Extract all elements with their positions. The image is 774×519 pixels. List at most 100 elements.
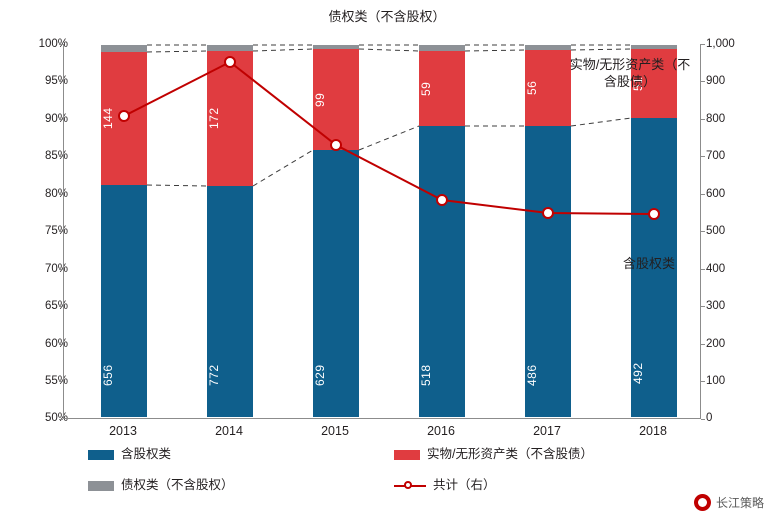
axis-tick bbox=[59, 269, 63, 270]
y-axis-left-tick: 85% bbox=[44, 150, 68, 162]
legend-item-red: 实物/无形资产类（不含股债） bbox=[394, 443, 593, 462]
y-axis-left-tick: 50% bbox=[44, 412, 68, 424]
y-axis-right-tick: 100 bbox=[706, 375, 726, 387]
axis-tick bbox=[701, 44, 705, 45]
x-axis-label: 2014 bbox=[215, 424, 243, 438]
connector-line bbox=[358, 125, 420, 151]
axis-tick bbox=[59, 381, 63, 382]
bar-segment-gray bbox=[419, 45, 465, 51]
axis-tick bbox=[701, 381, 705, 382]
axis-tick bbox=[59, 231, 63, 232]
bar-segment-blue: 518 bbox=[419, 126, 465, 417]
bar-segment-red: 59 bbox=[419, 51, 465, 126]
connector-line bbox=[570, 48, 632, 51]
axis-tick bbox=[701, 119, 705, 120]
y-axis-right-tick: 200 bbox=[706, 338, 726, 350]
legend-line-marker-icon bbox=[394, 480, 426, 491]
axis-tick bbox=[59, 194, 63, 195]
bar-segment-blue: 486 bbox=[525, 126, 571, 417]
y-axis-left-tick: 55% bbox=[44, 375, 68, 387]
axis-tick bbox=[701, 156, 705, 157]
axis-tick bbox=[701, 231, 705, 232]
connector-line bbox=[464, 49, 526, 52]
bar-segment-gray bbox=[631, 45, 677, 49]
legend-label: 实物/无形资产类（不含股债） bbox=[427, 447, 593, 461]
x-axis-label: 2018 bbox=[639, 424, 667, 438]
y-axis-right-tick: 0 bbox=[706, 412, 713, 424]
y-axis-left-tick: 90% bbox=[44, 113, 68, 125]
line-marker bbox=[330, 139, 342, 151]
axis-tick bbox=[59, 156, 63, 157]
y-axis-right-tick: 1,000 bbox=[706, 38, 735, 50]
line-marker bbox=[224, 56, 236, 68]
axis-tick bbox=[59, 44, 63, 45]
plot-inner: 144 656 172 772 99 629 bbox=[64, 44, 700, 418]
bar-segment-gray bbox=[101, 45, 147, 52]
connector-line bbox=[252, 149, 314, 187]
x-axis-label: 2016 bbox=[427, 424, 455, 438]
axis-tick bbox=[59, 344, 63, 345]
chart-legend: 含股权类 实物/无形资产类（不含股债） 债权类（不含股权） 共计（右） bbox=[88, 443, 648, 503]
y-axis-left-tick: 80% bbox=[44, 188, 68, 200]
y-axis-left-tick: 65% bbox=[44, 300, 68, 312]
line-marker bbox=[436, 194, 448, 206]
axis-tick bbox=[701, 81, 705, 82]
y-axis-left-tick: 70% bbox=[44, 263, 68, 275]
total-line-markers bbox=[118, 56, 660, 220]
axis-tick bbox=[59, 119, 63, 120]
watermark-text: 长江策略 bbox=[715, 496, 764, 510]
legend-label: 债权类（不含股权） bbox=[121, 478, 234, 492]
bar-segment-gray bbox=[525, 45, 571, 50]
legend-label: 共计（右） bbox=[433, 478, 496, 492]
y-axis-left-tick: 100% bbox=[38, 38, 68, 50]
legend-item-total-line: 共计（右） bbox=[394, 474, 496, 493]
y-axis-right-tick: 900 bbox=[706, 75, 726, 87]
y-axis-left-tick: 95% bbox=[44, 75, 68, 87]
y-axis-right-tick: 300 bbox=[706, 300, 726, 312]
legend-item-gray: 债权类（不含股权） bbox=[88, 474, 234, 493]
line-marker bbox=[542, 207, 554, 219]
connector-line bbox=[146, 50, 208, 53]
y-axis-right-tick: 400 bbox=[706, 263, 726, 275]
legend-swatch-icon bbox=[88, 480, 114, 491]
connector-line bbox=[570, 117, 632, 127]
bar-segment-blue: 656 bbox=[101, 185, 147, 417]
connector-line bbox=[358, 48, 420, 52]
axis-tick bbox=[701, 344, 705, 345]
connector-line bbox=[252, 48, 314, 52]
legend-item-blue: 含股权类 bbox=[88, 443, 171, 462]
x-axis-label: 2017 bbox=[533, 424, 561, 438]
total-line bbox=[123, 60, 655, 215]
axis-tick bbox=[701, 194, 705, 195]
series-overlay bbox=[118, 44, 660, 220]
connector-line bbox=[146, 184, 208, 187]
annotation-blue-series: 含股权类 bbox=[622, 256, 675, 271]
x-axis-label: 2013 bbox=[109, 424, 137, 438]
y-axis-right-tick: 800 bbox=[706, 113, 726, 125]
axis-tick bbox=[701, 306, 705, 307]
bar-segment-blue: 629 bbox=[313, 150, 359, 417]
bar-segment-blue: 772 bbox=[207, 186, 253, 417]
y-axis-right-tick: 600 bbox=[706, 188, 726, 200]
bar-segment-gray bbox=[313, 45, 359, 49]
axis-tick bbox=[701, 269, 705, 270]
y-axis-right-tick: 500 bbox=[706, 225, 726, 237]
annotation-red-series: 实物/无形资产类（不含股债） bbox=[569, 57, 691, 89]
watermark: 长江策略 bbox=[693, 494, 764, 511]
circle-logo-icon bbox=[693, 494, 711, 511]
y-axis-left-tick: 75% bbox=[44, 225, 68, 237]
legend-swatch-icon bbox=[394, 449, 420, 460]
line-marker bbox=[118, 110, 130, 122]
y-axis-left-tick: 60% bbox=[44, 338, 68, 350]
plot-area: 144 656 172 772 99 629 bbox=[63, 44, 701, 419]
axis-tick bbox=[701, 419, 705, 420]
x-axis-label: 2015 bbox=[321, 424, 349, 438]
y-axis-right-tick: 700 bbox=[706, 150, 726, 162]
legend-swatch-icon bbox=[88, 449, 114, 460]
axis-tick bbox=[59, 81, 63, 82]
bar-segment-red: 51 bbox=[631, 49, 677, 118]
legend-label: 含股权类 bbox=[121, 447, 172, 461]
bar-segment-blue: 492 bbox=[631, 118, 677, 417]
chart-title: 债权类（不含股权） bbox=[328, 9, 446, 24]
